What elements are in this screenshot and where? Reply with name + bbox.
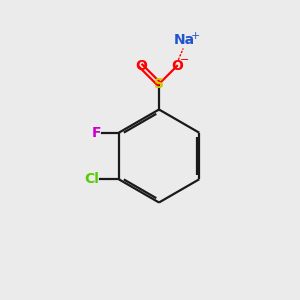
Text: Cl: Cl — [84, 172, 99, 186]
Text: O: O — [171, 59, 183, 73]
Text: O: O — [135, 59, 147, 73]
Text: +: + — [191, 31, 201, 41]
Text: F: F — [92, 126, 101, 140]
Text: S: S — [154, 77, 164, 91]
Text: Na: Na — [174, 34, 195, 47]
Text: −: − — [180, 55, 189, 65]
